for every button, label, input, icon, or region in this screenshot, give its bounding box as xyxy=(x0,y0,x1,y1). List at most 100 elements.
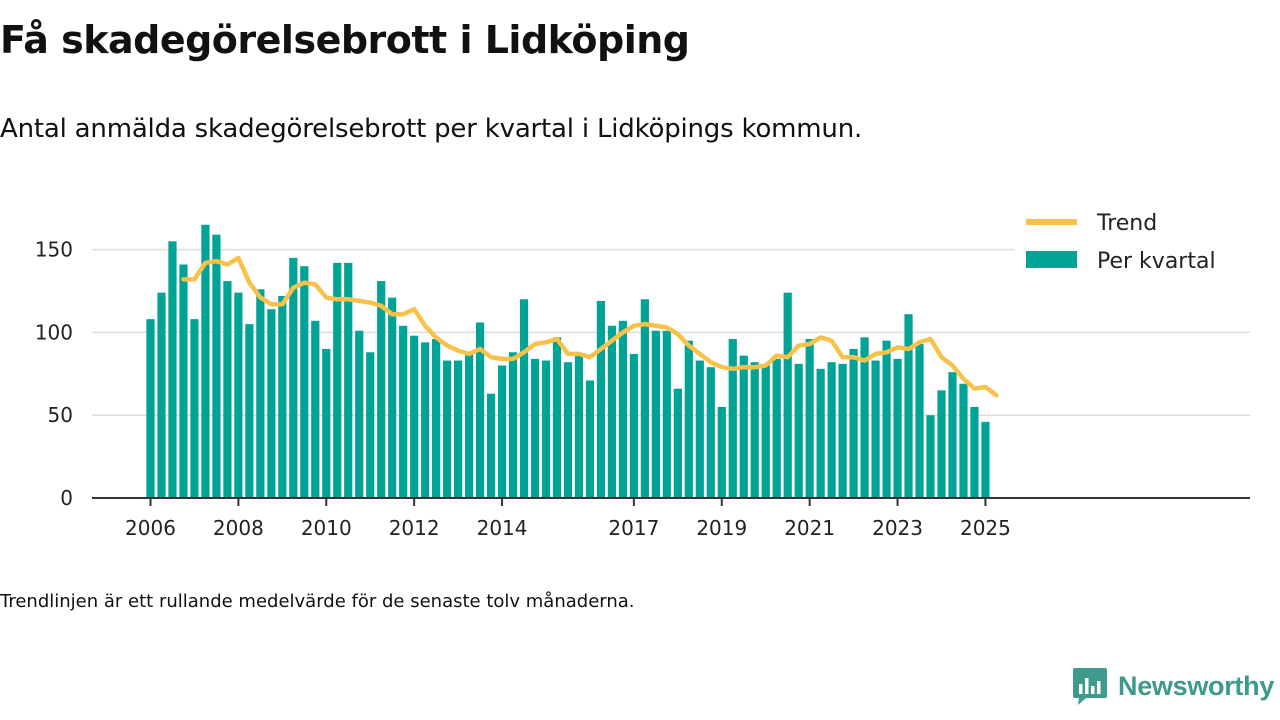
x-tick-label: 2019 xyxy=(696,516,747,540)
x-tick-label: 2021 xyxy=(784,516,835,540)
x-tick-label: 2010 xyxy=(301,516,352,540)
bar xyxy=(454,360,463,498)
bar xyxy=(838,363,847,498)
bar xyxy=(662,330,671,498)
footnote: Trendlinjen är ett rullande medelvärde f… xyxy=(0,591,635,612)
brand-name: Newsworthy xyxy=(1118,670,1275,701)
bar xyxy=(179,264,188,498)
bar xyxy=(805,339,814,498)
bar xyxy=(157,292,166,498)
bar xyxy=(651,330,660,498)
x-tick-label: 2008 xyxy=(213,516,264,540)
y-axis-ticks: 0 50 100 150 xyxy=(35,238,73,510)
bar xyxy=(432,339,441,498)
bar xyxy=(464,353,474,498)
bar xyxy=(904,314,913,498)
bar-series-per-kvartal xyxy=(146,224,990,499)
bar xyxy=(860,337,869,498)
bar xyxy=(629,353,638,498)
bar xyxy=(410,335,419,498)
bar xyxy=(882,340,891,498)
legend-background xyxy=(1015,205,1250,285)
bar xyxy=(234,292,243,498)
bar xyxy=(783,292,792,498)
legend-bar-label: Per kvartal xyxy=(1097,249,1216,274)
y-tick-label: 100 xyxy=(35,320,73,344)
x-tick-label: 2014 xyxy=(477,516,528,540)
bar xyxy=(816,368,825,498)
bar xyxy=(706,367,715,498)
bar xyxy=(640,299,649,498)
bar xyxy=(926,415,935,498)
bar xyxy=(278,295,287,498)
bar xyxy=(794,363,803,498)
chart-title: Få skadegörelsebrott i Lidköping xyxy=(0,18,690,62)
x-tick-label: 2006 xyxy=(125,516,176,540)
legend-bar-swatch xyxy=(1026,251,1077,268)
bar xyxy=(344,262,353,498)
bar xyxy=(959,383,968,498)
bar xyxy=(377,281,386,498)
bar xyxy=(289,257,298,498)
bar xyxy=(552,337,562,498)
bar xyxy=(695,360,704,498)
bar xyxy=(915,343,924,498)
x-tick-label: 2023 xyxy=(872,516,923,540)
bar xyxy=(871,360,880,498)
bar xyxy=(223,281,232,498)
bar xyxy=(739,355,748,498)
bar xyxy=(970,406,979,498)
brand-logo: Newsworthy xyxy=(1072,666,1274,706)
bar xyxy=(245,324,254,498)
bar xyxy=(366,352,375,498)
bar xyxy=(574,355,584,498)
bar xyxy=(267,309,276,498)
bar xyxy=(388,297,397,498)
bar xyxy=(322,348,331,498)
bar xyxy=(311,320,320,498)
x-tick-label: 2017 xyxy=(608,516,659,540)
y-tick-label: 0 xyxy=(60,486,73,510)
newsworthy-logo-icon xyxy=(1073,668,1107,705)
bar xyxy=(497,365,507,498)
bar xyxy=(519,299,529,498)
bar xyxy=(146,319,155,498)
x-axis-ticks: 2006 2008 2010 2012 2014 2017 2019 2021 2023 2025 xyxy=(125,498,1011,540)
bar xyxy=(981,421,990,498)
bar xyxy=(443,360,452,498)
bar xyxy=(168,241,177,498)
bar xyxy=(849,348,858,498)
y-tick-label: 50 xyxy=(48,403,73,427)
bar xyxy=(475,322,485,498)
bar xyxy=(256,289,265,498)
bar xyxy=(772,358,781,498)
bar xyxy=(750,362,759,498)
bar xyxy=(530,358,540,498)
bar xyxy=(827,362,836,498)
bar xyxy=(893,358,902,498)
bar xyxy=(585,380,595,498)
bar xyxy=(607,325,617,498)
bar xyxy=(937,390,946,498)
bar xyxy=(201,224,210,498)
legend-trend-label: Trend xyxy=(1096,211,1157,236)
bar xyxy=(399,325,408,498)
bar xyxy=(212,234,221,499)
bar xyxy=(673,388,682,498)
trend-line xyxy=(181,255,999,398)
bar xyxy=(563,362,573,498)
bar xyxy=(717,406,726,498)
x-tick-label: 2025 xyxy=(960,516,1011,540)
chart-subtitle: Antal anmälda skadegörelsebrott per kvar… xyxy=(0,114,863,144)
bar xyxy=(761,365,770,498)
bar xyxy=(618,320,627,498)
x-tick-label: 2012 xyxy=(389,516,440,540)
bar xyxy=(596,300,606,498)
bar xyxy=(333,262,342,498)
bar xyxy=(948,372,957,498)
bar xyxy=(355,330,364,498)
bar xyxy=(728,339,737,498)
bar xyxy=(300,266,309,498)
bar xyxy=(486,393,496,498)
